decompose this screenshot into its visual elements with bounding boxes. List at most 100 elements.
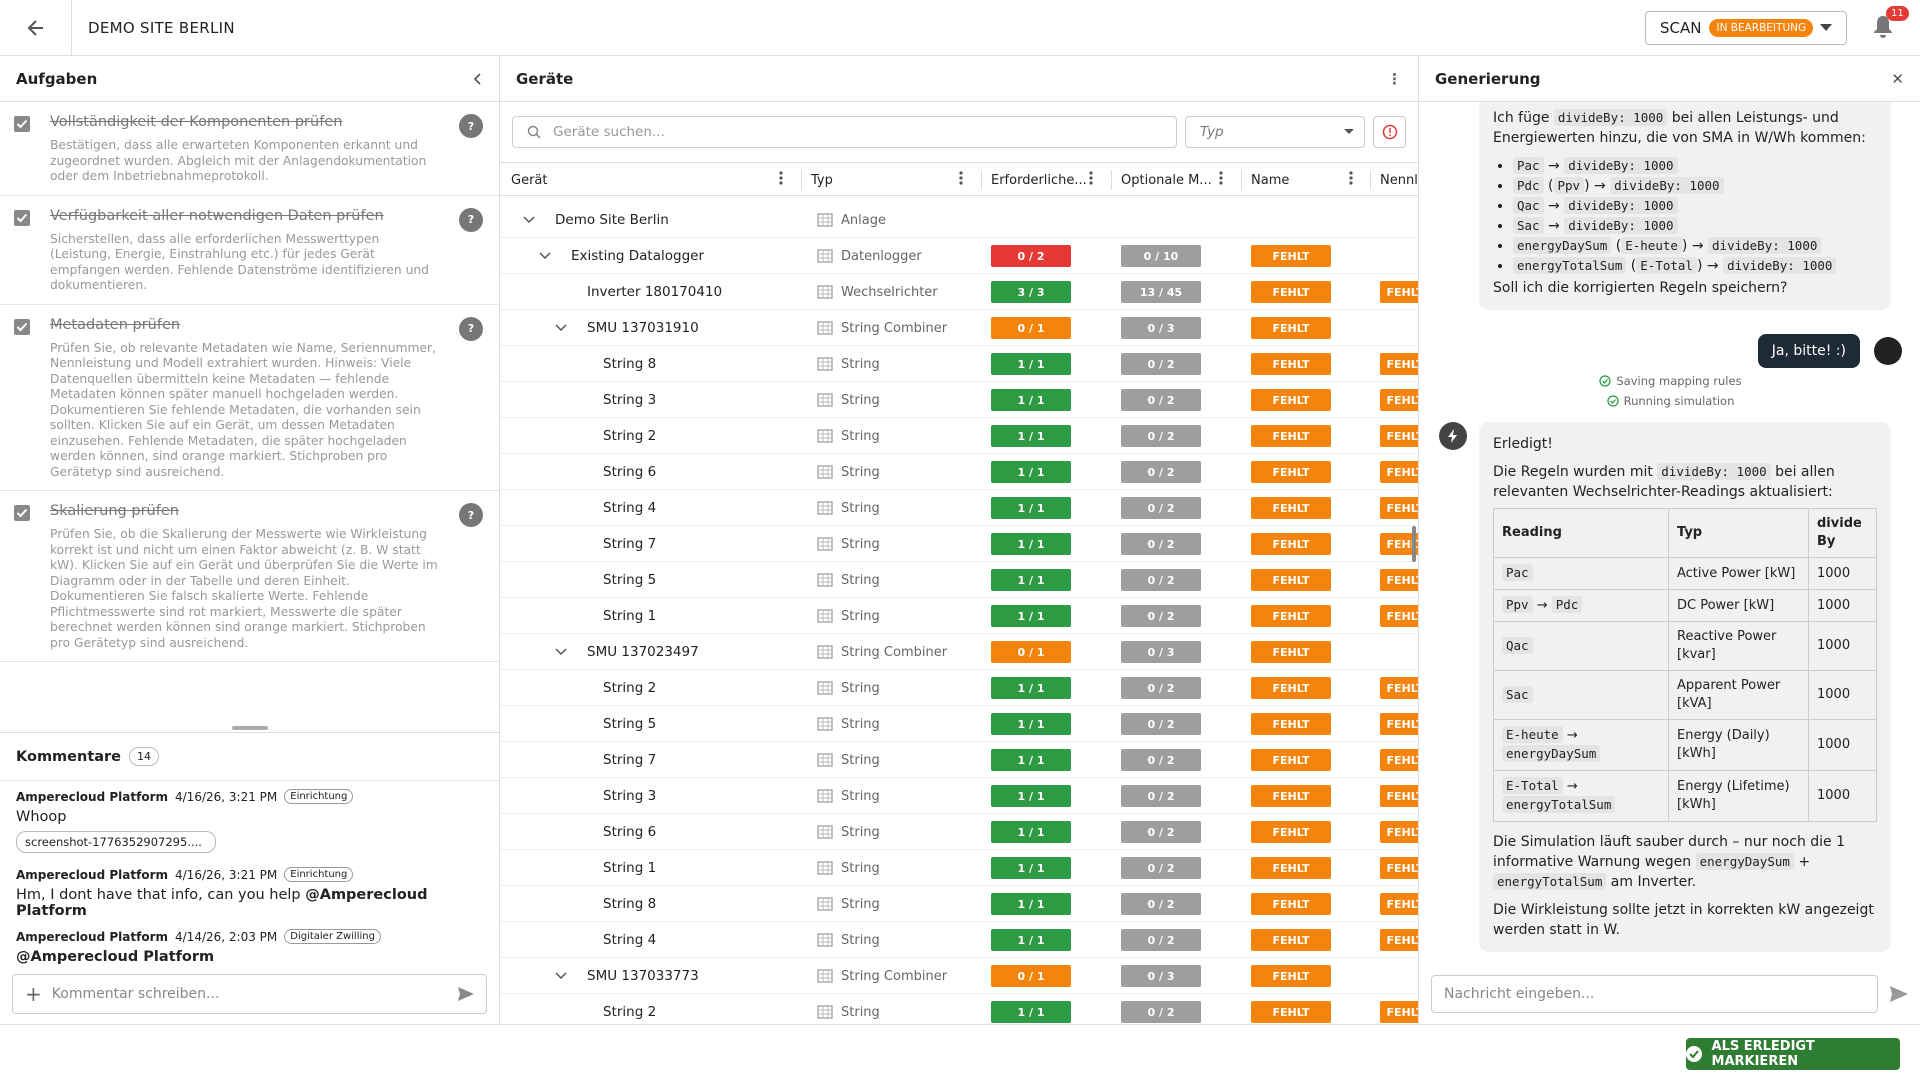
device-row[interactable]: String 2 String 1 / 1 0 / 2 FEHLT FEHLT	[500, 994, 1418, 1024]
comment-date: 4/16/26, 3:21 PM	[175, 867, 278, 882]
rating-badge: FEHLT	[1380, 353, 1418, 375]
comment-tag: Einrichtung	[284, 867, 354, 882]
device-row[interactable]: String 2 String 1 / 1 0 / 2 FEHLT FEHLT	[500, 670, 1418, 706]
inline-code: energyTotalSum	[1502, 796, 1616, 813]
type-filter[interactable]: Typ	[1185, 116, 1365, 148]
device-row[interactable]: SMU 137023497 String Combiner 0 / 1 0 / 3 FE…	[500, 634, 1418, 670]
device-type: String	[817, 850, 977, 886]
device-row[interactable]: String 3 String 1 / 1 0 / 2 FEHLT FEHLT	[500, 382, 1418, 418]
notifications[interactable]	[1872, 14, 1894, 40]
device-row[interactable]: SMU 137033773 String Combiner 0 / 1 0 / 3 FE…	[500, 958, 1418, 994]
device-row[interactable]: String 6 String 1 / 1 0 / 2 FEHLT FEHLT	[500, 814, 1418, 850]
required-badge: 3 / 3	[991, 281, 1071, 303]
name-badge-cell: FEHLT	[1251, 778, 1361, 814]
table-cell: Reactive Power [kvar]	[1668, 621, 1809, 671]
expand-toggle[interactable]	[523, 202, 539, 238]
column-menu	[1219, 171, 1223, 189]
name-badge: FEHLT	[1251, 713, 1331, 735]
rating-badge-cell: FEHLT	[1380, 418, 1418, 454]
checkbox	[14, 209, 30, 294]
name-badge-cell: FEHLT	[1251, 274, 1361, 310]
optional-badge-cell: 0 / 2	[1121, 526, 1231, 562]
required-badge-cell: 1 / 1	[991, 454, 1101, 490]
device-row[interactable]: String 8 String 1 / 1 0 / 2 FEHLT FEHLT	[500, 886, 1418, 922]
chat-input[interactable]: Nachricht eingeben...	[1431, 974, 1908, 1014]
chat-input-box[interactable]: Nachricht eingeben...	[1431, 975, 1878, 1013]
device-type: String Combiner	[817, 958, 977, 994]
device-type-label: String	[841, 392, 880, 408]
comment-input[interactable]: + Kommentar schreiben...	[12, 974, 487, 1014]
device-type: String	[817, 814, 977, 850]
device-row[interactable]: String 1 String 1 / 1 0 / 2 FEHLT FEHLT	[500, 598, 1418, 634]
required-badge-cell: 1 / 1	[991, 922, 1101, 958]
device-row[interactable]: String 7 String 1 / 1 0 / 2 FEHLT FEHLT	[500, 526, 1418, 562]
table-cell: Ppv → Pdc	[1493, 589, 1669, 622]
device-row[interactable]: Existing Datalogger Datenlogger 0 / 2 0 / 1…	[500, 238, 1418, 274]
attachment[interactable]: screenshot-1776352907295....	[16, 831, 216, 853]
inline-code: energyDaySum	[1513, 237, 1612, 254]
device-row[interactable]: String 4 String 1 / 1 0 / 2 FEHLT FEHLT	[500, 490, 1418, 526]
device-row[interactable]: String 7 String 1 / 1 0 / 2 FEHLT FEHLT	[500, 742, 1418, 778]
device-row[interactable]: String 5 String 1 / 1 0 / 2 FEHLT FEHLT	[500, 562, 1418, 598]
device-row[interactable]: Inverter 180170410 Wechselrichter 3 / 3 13 …	[500, 274, 1418, 310]
table-row: Qac Reactive Power [kvar] 1000	[1493, 621, 1877, 671]
optional-badge: 0 / 2	[1121, 677, 1201, 699]
device-row[interactable]: String 4 String 1 / 1 0 / 2 FEHLT FEHLT	[500, 922, 1418, 958]
device-row[interactable]: String 3 String 1 / 1 0 / 2 FEHLT FEHLT	[500, 778, 1418, 814]
name-badge: FEHLT	[1251, 245, 1331, 267]
column-header: Optionale M...	[1121, 163, 1229, 197]
comment-text: @Amperecloud Platform	[16, 949, 483, 965]
scan-select[interactable]: SCAN IN BEARBEITUNG	[1645, 11, 1847, 45]
paragraph: Die Simulation läuft sauber durch – nur …	[1493, 832, 1877, 892]
rating-badge: FEHLT	[1380, 461, 1418, 483]
required-badge-cell: 1 / 1	[991, 886, 1101, 922]
rating-badge-cell: FEHLT	[1380, 922, 1418, 958]
resize-handle[interactable]	[232, 726, 268, 730]
device-name: String 2	[603, 680, 657, 696]
table-cell: Sac	[1493, 670, 1669, 720]
site-title: DEMO SITE BERLIN	[88, 18, 235, 37]
expand-toggle[interactable]	[539, 238, 555, 274]
rating-badge: FEHLT	[1380, 857, 1418, 879]
text: ) →	[1681, 238, 1709, 254]
expand-toggle[interactable]	[555, 958, 571, 994]
message-bubble: Ich füge divideBy: 1000 bei allen Leistu…	[1479, 102, 1891, 310]
mark-done-button[interactable]: ALS ERLEDIGT MARKIEREN	[1686, 1038, 1900, 1070]
expand-toggle[interactable]	[555, 310, 571, 346]
list-item: energyTotalSum (E-Total) → divideBy: 100…	[1513, 256, 1877, 276]
device-row[interactable]: String 1 String 1 / 1 0 / 2 FEHLT FEHLT	[500, 850, 1418, 886]
device-name: String 6	[603, 824, 657, 840]
back-button[interactable]	[0, 0, 72, 56]
name-badge-cell: FEHLT	[1251, 238, 1361, 274]
required-badge: 1 / 1	[991, 713, 1071, 735]
device-row[interactable]: String 8 String 1 / 1 0 / 2 FEHLT FEHLT	[500, 346, 1418, 382]
device-row[interactable]: String 6 String 1 / 1 0 / 2 FEHLT FEHLT	[500, 454, 1418, 490]
device-search[interactable]: Geräte suchen...	[512, 116, 1177, 148]
column-title: Erforderliche...	[991, 172, 1087, 188]
device-row[interactable]: String 2 String 1 / 1 0 / 2 FEHLT FEHLT	[500, 418, 1418, 454]
device-type: String	[817, 922, 977, 958]
table-header: Typ	[1668, 508, 1809, 558]
device-name: String 8	[603, 896, 657, 912]
device-row[interactable]: String 5 String 1 / 1 0 / 2 FEHLT FEHLT	[500, 706, 1418, 742]
required-badge: 0 / 1	[991, 965, 1071, 987]
device-type-label: Datenlogger	[841, 248, 922, 264]
required-badge-cell: 1 / 1	[991, 490, 1101, 526]
comments-count: 14	[129, 747, 160, 766]
required-badge-cell: 1 / 1	[991, 562, 1101, 598]
left-panel: Aufgaben Vollständigkeit der Komponenten…	[0, 56, 500, 1024]
table-cell: 1000	[1808, 589, 1877, 622]
table-cell: Pac	[1493, 557, 1669, 590]
expand-toggle[interactable]	[555, 634, 571, 670]
table-cell: DC Power [kW]	[1668, 589, 1809, 622]
optional-badge-cell: 0 / 2	[1121, 850, 1231, 886]
inline-code: Qac	[1513, 197, 1544, 214]
device-row[interactable]: Demo Site Berlin Anlage	[500, 202, 1418, 238]
device-row[interactable]: SMU 137031910 String Combiner 0 / 1 0 / 3 FE…	[500, 310, 1418, 346]
optional-badge-cell: 0 / 2	[1121, 814, 1231, 850]
inline-code: Sac	[1513, 217, 1544, 234]
name-badge-cell: FEHLT	[1251, 382, 1361, 418]
error-filter[interactable]	[1373, 116, 1406, 148]
paragraph: Soll ich die korrigierten Regeln speiche…	[1493, 280, 1788, 296]
optional-badge-cell: 0 / 2	[1121, 562, 1231, 598]
